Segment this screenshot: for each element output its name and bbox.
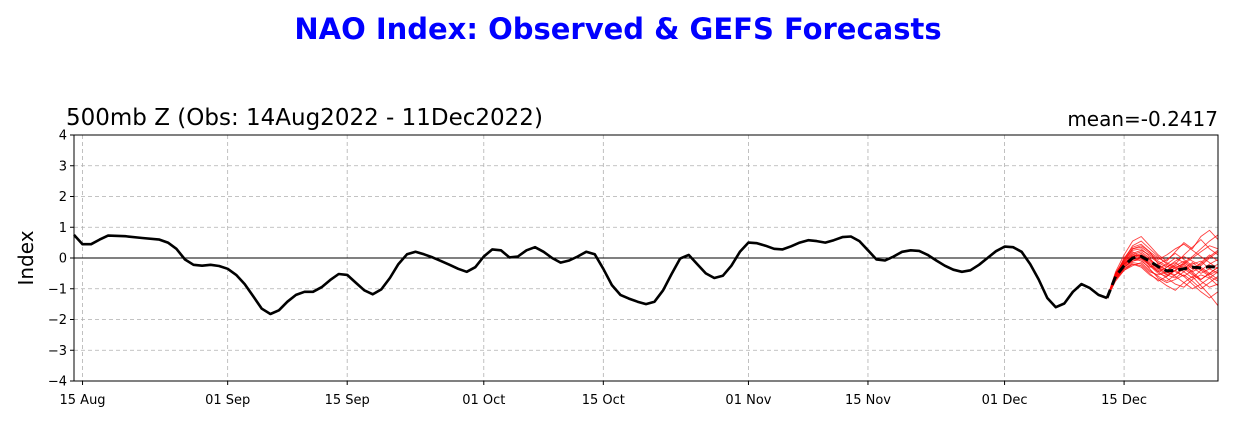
mean-annotation: mean=-0.2417 <box>1067 107 1218 131</box>
y-tick-label: −1 <box>48 282 67 297</box>
y-tick-label: −4 <box>48 375 67 390</box>
y-tick-label: −3 <box>48 344 67 359</box>
page-title: NAO Index: Observed & GEFS Forecasts <box>294 12 942 46</box>
x-tick-label: 01 Dec <box>982 393 1028 408</box>
member-line <box>1106 262 1219 299</box>
y-tick-label: 0 <box>59 252 67 267</box>
y-tick-label: −2 <box>48 313 67 328</box>
member-line <box>1106 254 1219 299</box>
y-tick-label: 1 <box>59 221 67 236</box>
ensemble-mean <box>1105 254 1219 299</box>
y-tick-label: 3 <box>59 159 67 174</box>
member-line <box>1106 245 1219 299</box>
observed <box>73 234 1108 316</box>
x-tick-label: 15 Dec <box>1101 393 1147 408</box>
member-line <box>1106 243 1219 299</box>
y-ticks: 4 3 2 1 0 −1 −2 −3 −4 <box>48 129 74 390</box>
x-tick-label: 01 Sep <box>205 393 250 408</box>
y-tick-label: 2 <box>59 190 67 205</box>
chart-subtitle: 500mb Z (Obs: 14Aug2022 - 11Dec2022) <box>66 105 543 131</box>
y-axis-label: Index <box>14 230 38 285</box>
observed-line <box>73 234 1108 316</box>
member-line <box>1106 257 1219 299</box>
y-tick-label: 4 <box>59 129 67 144</box>
member-line <box>1106 238 1219 299</box>
x-tick-label: 15 Oct <box>582 393 625 408</box>
member-line <box>1106 249 1219 299</box>
x-tick-label: 15 Sep <box>325 393 370 408</box>
member-line <box>1106 229 1219 299</box>
ensemble-mean-line <box>1105 254 1219 299</box>
member-line <box>1106 263 1219 299</box>
x-tick-label: 01 Oct <box>462 393 505 408</box>
x-tick-label: 15 Aug <box>60 393 106 408</box>
ensemble-members <box>1106 229 1219 306</box>
x-tick-label: 01 Nov <box>725 393 771 408</box>
x-ticks: 15 Aug 01 Sep 15 Sep 01 Oct 15 Oct 01 Nov 15 N… <box>60 381 1147 408</box>
x-tick-label: 15 Nov <box>845 393 891 408</box>
